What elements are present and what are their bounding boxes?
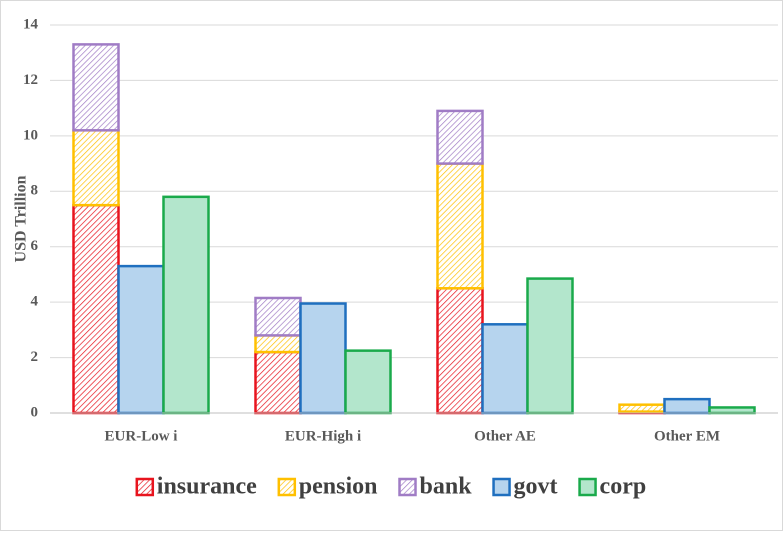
legend-label: pension: [299, 474, 378, 500]
bar: [299, 302, 347, 415]
bar: [72, 203, 120, 415]
y-tick-label: 10: [23, 127, 38, 143]
bar: [344, 349, 392, 415]
legend-swatch: [135, 477, 155, 497]
legend-label: corp: [600, 474, 647, 500]
bar: [72, 129, 120, 207]
bar: [526, 277, 574, 415]
x-tick-label: Other EM: [654, 428, 720, 444]
legend-item: corp: [578, 474, 647, 500]
legend-item: govt: [492, 474, 558, 500]
y-tick-label: 0: [31, 404, 39, 420]
bar: [117, 264, 165, 415]
bar: [663, 397, 711, 415]
y-tick-label: 2: [31, 349, 39, 365]
bar: [481, 323, 529, 415]
legend-swatch: [578, 477, 597, 497]
bar: [254, 296, 302, 337]
bar: [254, 334, 302, 354]
bar: [254, 350, 302, 415]
y-tick-label: 4: [31, 294, 39, 310]
y-tick-label: 12: [23, 72, 38, 88]
bar: [72, 43, 120, 132]
legend-item: pension: [277, 474, 378, 500]
legend-item: insurance: [135, 474, 257, 500]
y-tick-label: 6: [31, 238, 39, 254]
bar: [708, 406, 756, 415]
y-tick-label: 8: [31, 183, 39, 199]
bar: [436, 162, 484, 290]
bar: [162, 195, 210, 415]
y-axis-label: USD Trillion: [13, 175, 30, 262]
legend-swatch: [492, 477, 511, 497]
x-tick-label: EUR-High i: [285, 428, 361, 444]
legend-label: bank: [420, 474, 473, 500]
x-tick-label: EUR-Low i: [105, 428, 178, 444]
legend-item: bank: [398, 474, 473, 500]
legend-swatch: [277, 477, 297, 497]
bar: [436, 287, 484, 415]
x-tick-label: Other AE: [474, 428, 536, 444]
legend-label: insurance: [157, 474, 257, 500]
bar: [436, 109, 484, 165]
legend-swatch: [398, 477, 417, 497]
bar: [618, 403, 666, 413]
y-tick-label: 14: [23, 16, 39, 32]
legend-label: govt: [514, 474, 558, 500]
